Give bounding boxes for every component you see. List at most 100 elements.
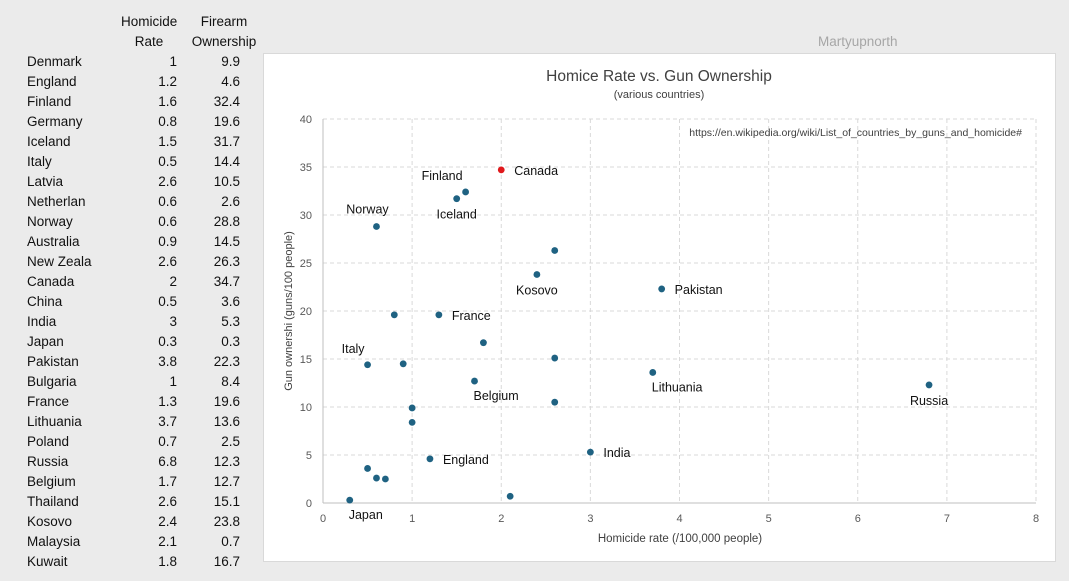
cell-gun[interactable]: 12.3 [213,454,240,469]
cell-rate[interactable]: 1.6 [158,94,177,109]
cell-rate[interactable]: 1 [169,374,177,389]
cell-gun[interactable]: 32.4 [213,94,240,109]
point-italy[interactable] [364,361,371,369]
cell-rate[interactable]: 3.7 [158,414,177,429]
cell-gun[interactable]: 28.8 [213,214,240,229]
header-gun-2[interactable]: Ownership [191,34,257,49]
header-rate[interactable]: Homicide [121,14,178,29]
header-gun[interactable]: Firearm [200,14,248,29]
cell-rate[interactable]: 0.9 [158,234,177,249]
table-row[interactable]: Latvia 2.6 10.5 [22,172,259,192]
point-latvia[interactable] [551,398,559,406]
table-row[interactable]: Finland 1.6 32.4 [22,92,259,112]
point-france[interactable] [435,311,443,319]
table-row[interactable]: Canada 2 34.7 [22,272,259,292]
cell-gun[interactable]: 31.7 [213,134,240,149]
cell-country[interactable]: Poland [27,434,70,449]
table-row[interactable]: Lithuania 3.7 13.6 [22,412,259,432]
cell-country[interactable]: Iceland [27,134,71,149]
cell-rate[interactable]: 1.5 [158,134,177,149]
cell-gun[interactable]: 2.5 [221,434,240,449]
point-iceland[interactable] [453,195,461,203]
cell-country[interactable]: Italy [27,154,52,169]
table-row[interactable]: Australia 0.9 14.5 [22,232,259,252]
cell-rate[interactable]: 0.6 [158,214,177,229]
table-row[interactable]: India 3 5.3 [22,312,259,332]
cell-country[interactable]: Lithuania [27,414,82,429]
cell-country[interactable]: Pakistan [27,354,79,369]
table-row[interactable]: France 1.3 19.6 [22,392,259,412]
cell-rate[interactable]: 1.3 [158,394,177,409]
table-row[interactable]: Germany 0.8 19.6 [22,112,259,132]
cell-gun[interactable]: 8.4 [221,374,240,389]
table-row[interactable]: Pakistan 3.8 22.3 [22,352,259,372]
cell-rate[interactable]: 1.2 [158,74,177,89]
cell-gun[interactable]: 23.8 [213,514,240,529]
table-row[interactable]: Malaysia 2.1 0.7 [22,532,259,552]
cell-rate[interactable]: 0.7 [158,434,177,449]
cell-gun[interactable]: 10.5 [213,174,240,189]
point-netherlan[interactable] [373,474,380,482]
header-rate-2[interactable]: Rate [134,34,164,49]
point-germany[interactable] [390,311,398,319]
table-row[interactable]: Norway 0.6 28.8 [22,212,259,232]
cell-country[interactable]: Australia [27,234,80,249]
cell-country[interactable]: France [27,394,70,409]
cell-rate[interactable]: 2.6 [158,494,177,509]
point-canada[interactable] [497,166,505,174]
cell-gun[interactable]: 16.7 [213,554,240,569]
cell-gun[interactable]: 13.6 [213,414,240,429]
cell-country[interactable]: England [27,74,77,89]
table-row[interactable]: New Zeala 2.6 26.3 [22,252,259,272]
cell-country[interactable]: New Zeala [27,254,92,269]
cell-country[interactable]: Malaysia [27,534,81,549]
table-row[interactable]: Poland 0.7 2.5 [22,432,259,452]
point-pakistan[interactable] [658,285,666,293]
table-row[interactable]: Kosovo 2.4 23.8 [22,512,259,532]
cell-rate[interactable]: 3 [169,314,177,329]
table-row[interactable]: Iceland 1.5 31.7 [22,132,259,152]
point-norway[interactable] [373,223,380,230]
cell-gun[interactable]: 0.3 [221,334,240,349]
cell-rate[interactable]: 2 [169,274,177,289]
table-row[interactable]: Thailand 2.6 15.1 [22,492,259,512]
cell-rate[interactable]: 0.8 [158,114,177,129]
cell-country[interactable]: India [27,314,57,329]
cell-rate[interactable]: 0.5 [158,154,177,169]
table-row[interactable]: England 1.2 4.6 [22,72,259,92]
point-england[interactable] [426,455,434,463]
cell-rate[interactable]: 3.8 [158,354,177,369]
cell-country[interactable]: China [27,294,63,309]
cell-country[interactable]: Finland [27,94,72,109]
cell-gun[interactable]: 4.6 [221,74,240,89]
point-new-zeala[interactable] [551,247,559,254]
point-finland[interactable] [462,188,469,196]
cell-rate[interactable]: 0.6 [158,194,177,209]
point-china[interactable] [364,465,371,472]
cell-rate[interactable]: 1.7 [158,474,177,489]
point-australia[interactable] [399,360,407,368]
point-kosovo[interactable] [533,271,541,278]
point-japan[interactable] [346,496,354,504]
point-belgium[interactable] [471,377,478,385]
table-row[interactable]: Japan 0.3 0.3 [22,332,259,352]
cell-gun[interactable]: 5.3 [221,314,240,329]
cell-country[interactable]: Bulgaria [27,374,77,389]
table-row[interactable]: Russia 6.8 12.3 [22,452,259,472]
table-row[interactable]: Netherlan 0.6 2.6 [22,192,259,212]
point-poland[interactable] [381,475,389,483]
cell-gun[interactable]: 26.3 [213,254,240,269]
cell-country[interactable]: Thailand [27,494,79,509]
table-row[interactable]: Bulgaria 1 8.4 [22,372,259,392]
point-denmark[interactable] [408,404,416,412]
cell-rate[interactable]: 1 [169,54,177,69]
table-row[interactable]: Kuwait 1.8 16.7 [22,552,259,572]
point-malaysia[interactable] [506,492,514,500]
cell-gun[interactable]: 19.6 [213,394,240,409]
cell-country[interactable]: Germany [27,114,83,129]
cell-country[interactable]: Latvia [27,174,64,189]
cell-country[interactable]: Belgium [27,474,76,489]
table-row[interactable]: Italy 0.5 14.4 [22,152,259,172]
point-lithuania[interactable] [649,369,657,376]
cell-gun[interactable]: 14.4 [213,154,240,169]
